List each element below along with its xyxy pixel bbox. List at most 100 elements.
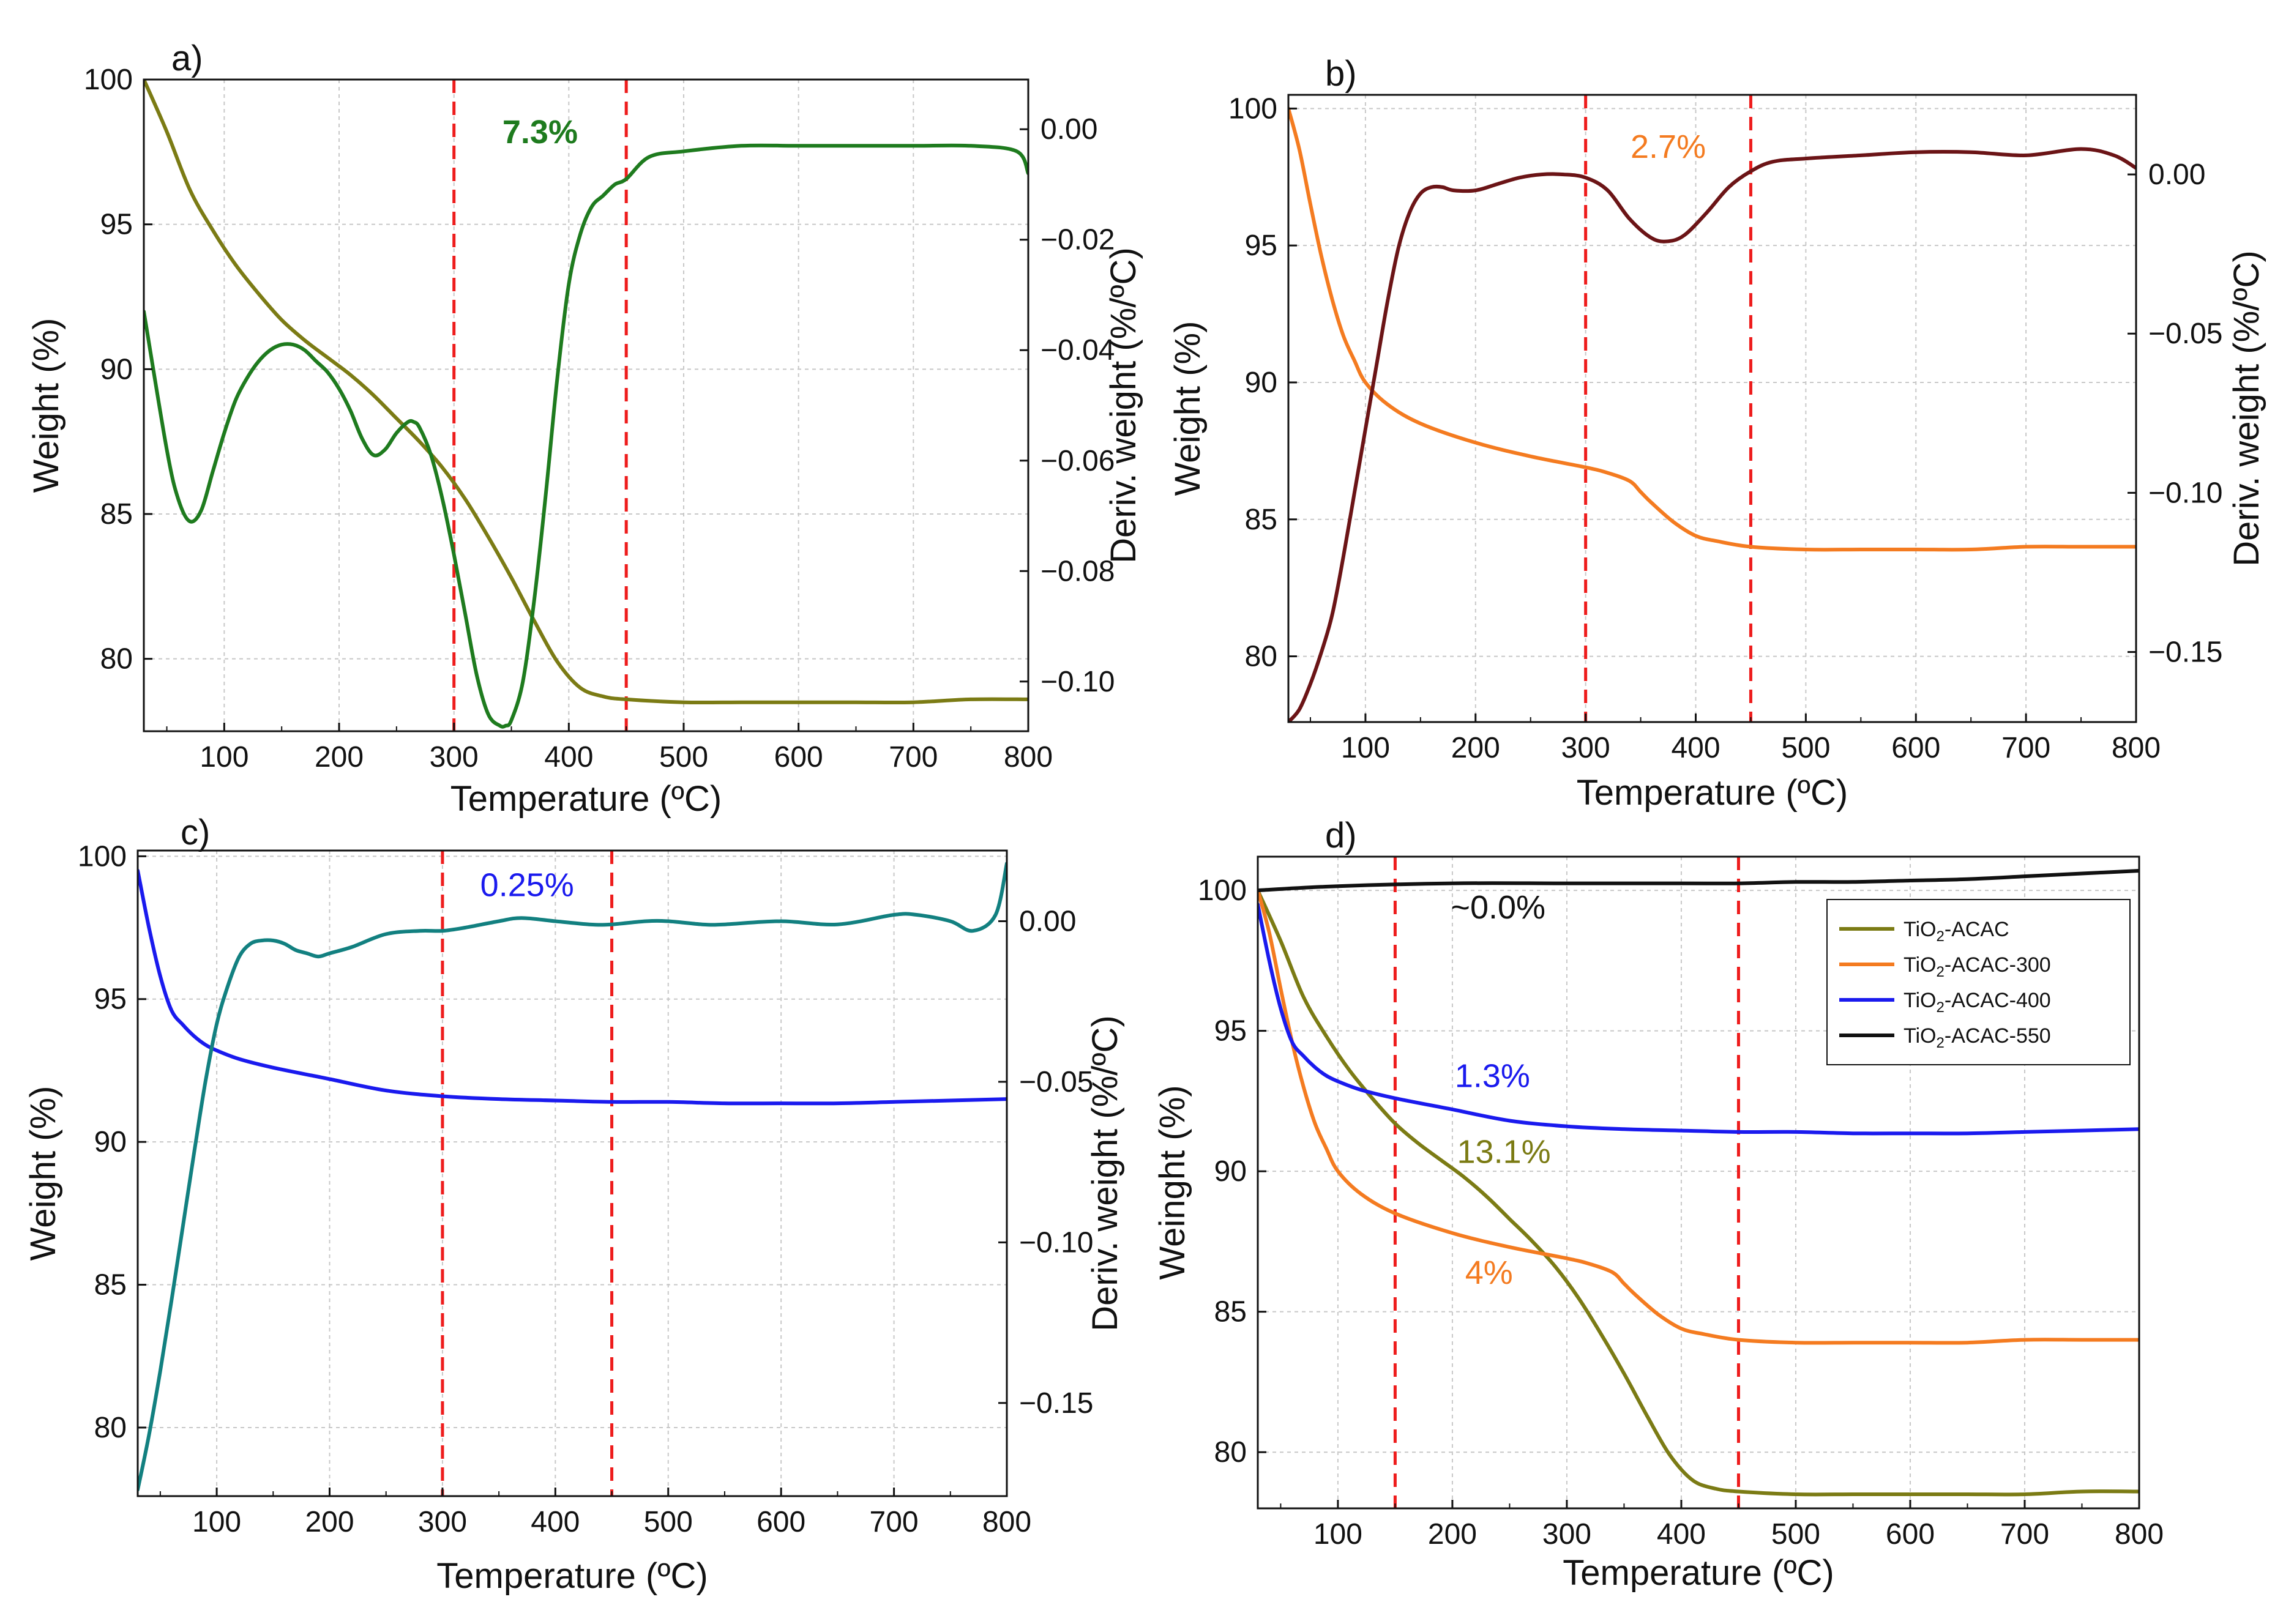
legend-entry-label: TiO2-ACAC-300 [1904,953,2051,980]
legend-entry-label: TiO2-ACAC [1904,918,2009,945]
x-tick-label: 200 [1428,1518,1477,1551]
gridlines [144,79,1028,731]
mass-loss-annotation: 2.7% [1631,129,1706,165]
axes-frame [1257,855,2140,1510]
x-tick-label: 500 [644,1506,693,1538]
x-tick-label: 100 [192,1506,241,1538]
y-right-tick-label: −0.10 [2148,477,2222,509]
y-tick-label: 95 [94,983,127,1016]
series-group [1288,106,2136,722]
series-line [144,143,1028,729]
series-line [1258,888,2139,1497]
x-tick-label: 100 [1341,732,1390,764]
x-tick-label: 500 [659,741,708,773]
mass-loss-annotation: 0.25% [480,867,574,904]
x-tick-label: 600 [757,1506,805,1538]
x-tick-label: 700 [2001,732,2050,764]
y-right-tick-label: −0.02 [1041,224,1115,256]
series-line [1288,147,2136,722]
panel-d: 100 200 300 400 500 600 700 800 80 85 90 95 100 Tempe… [1153,816,2164,1593]
y-right-tick-label: −0.05 [1019,1066,1093,1098]
series-line [138,868,1007,1106]
y-axis-label: Weight (%) [1168,321,1208,496]
y-right-tick-label: −0.15 [2148,636,2222,669]
axes-frame [1287,94,2137,723]
y-right-tick-label: −0.10 [1041,666,1115,698]
series-line [1288,106,2136,552]
x-tick-label: 300 [430,741,479,773]
y-tick-label: 100 [1198,874,1247,907]
series-group [1258,869,2139,1497]
x-tick-label: 300 [1561,732,1610,764]
y-tick-label: 80 [1245,641,1277,673]
x-tick-label: 400 [531,1506,580,1538]
x-axis-label: Temperature (ºC) [1563,1553,1834,1593]
panel-a: 100 200 300 400 500 600 700 800 80 85 90 95 100 0.00 −… [26,39,1143,819]
x-tick-label: 800 [982,1506,1031,1538]
y-right-tick-label: 0.00 [1041,113,1097,146]
x-tick-label: 600 [1891,732,1940,764]
mass-loss-annotation: 4% [1465,1254,1513,1291]
axes-frame [136,849,1008,1497]
y-right-tick-label: −0.06 [1041,445,1115,477]
legend-entry-label: TiO2-ACAC-550 [1904,1024,2051,1051]
y-tick-label: 80 [94,1412,127,1444]
y-tick-label: 80 [1214,1436,1247,1469]
x-tick-label: 200 [315,741,364,773]
x-tick-label: 300 [1542,1518,1591,1551]
y-axis-label: Weight (%) [23,1086,63,1261]
x-tick-label: 700 [2000,1518,2049,1551]
y-axis-label: Weinght (%) [1153,1085,1192,1279]
series-line [144,80,1028,705]
x-axis-label: Temperature (ºC) [450,779,722,819]
series-line [1258,903,2139,1136]
x-tick-label: 400 [1657,1518,1706,1551]
legend-entry-label: TiO2-ACAC-400 [1904,989,2051,1016]
legend: TiO2-ACAC TiO2-ACAC-300 TiO2-ACAC-400 TiO2-… [1826,899,2131,1065]
mass-loss-annotation: 7.3% [503,114,578,151]
x-tick-label: 800 [2112,732,2161,764]
y-right-axis-label: Deriv. weight (%/ºC) [1104,247,1143,563]
series-line [138,862,1007,1492]
y-tick-label: 100 [1228,92,1277,125]
y-right-tick-label: 0.00 [1019,905,1076,937]
x-tick-label: 700 [889,741,938,773]
panel-c: 100 200 300 400 500 600 700 800 80 85 90 95 100 0.00 −… [23,813,1125,1596]
series-line [1258,888,2139,1345]
x-tick-label: 400 [544,741,593,773]
gridlines [138,851,1007,1496]
x-tick-label: 100 [200,741,248,773]
panel-label: d) [1325,816,1357,855]
y-right-axis-label: Deriv. weight (%/ºC) [1085,1015,1125,1331]
x-tick-label: 800 [1004,741,1053,773]
mass-loss-annotation: 1.3% [1455,1057,1530,1094]
y-right-tick-label: −0.10 [1019,1226,1093,1259]
y-tick-label: 85 [1245,504,1277,536]
panel-label: b) [1325,54,1357,94]
y-tick-label: 90 [94,1126,127,1158]
y-axis-label: Weight (%) [26,318,66,493]
gridlines [1288,95,2136,722]
x-tick-label: 100 [1313,1518,1362,1551]
x-axis-label: Temperature (ºC) [1577,773,1848,813]
y-tick-label: 90 [1214,1155,1247,1188]
x-tick-label: 700 [870,1506,919,1538]
y-tick-label: 85 [94,1269,127,1302]
panel-label: c) [181,813,210,852]
x-tick-label: 600 [774,741,823,773]
x-tick-label: 600 [1886,1518,1935,1551]
y-tick-label: 85 [100,498,133,531]
y-right-tick-label: −0.08 [1041,555,1115,587]
x-tick-label: 200 [1451,732,1500,764]
x-tick-label: 400 [1671,732,1720,764]
y-tick-label: 100 [78,840,127,873]
y-right-axis-label: Deriv. weight (%/ºC) [2227,250,2266,566]
axes-frame [143,78,1029,732]
y-tick-label: 100 [84,64,133,96]
y-right-tick-label: −0.04 [1041,334,1115,367]
y-tick-label: 85 [1214,1296,1247,1328]
x-tick-label: 500 [1771,1518,1820,1551]
y-right-tick-label: −0.15 [1019,1387,1093,1420]
series-group [138,862,1007,1492]
y-right-tick-label: −0.05 [2148,318,2222,350]
